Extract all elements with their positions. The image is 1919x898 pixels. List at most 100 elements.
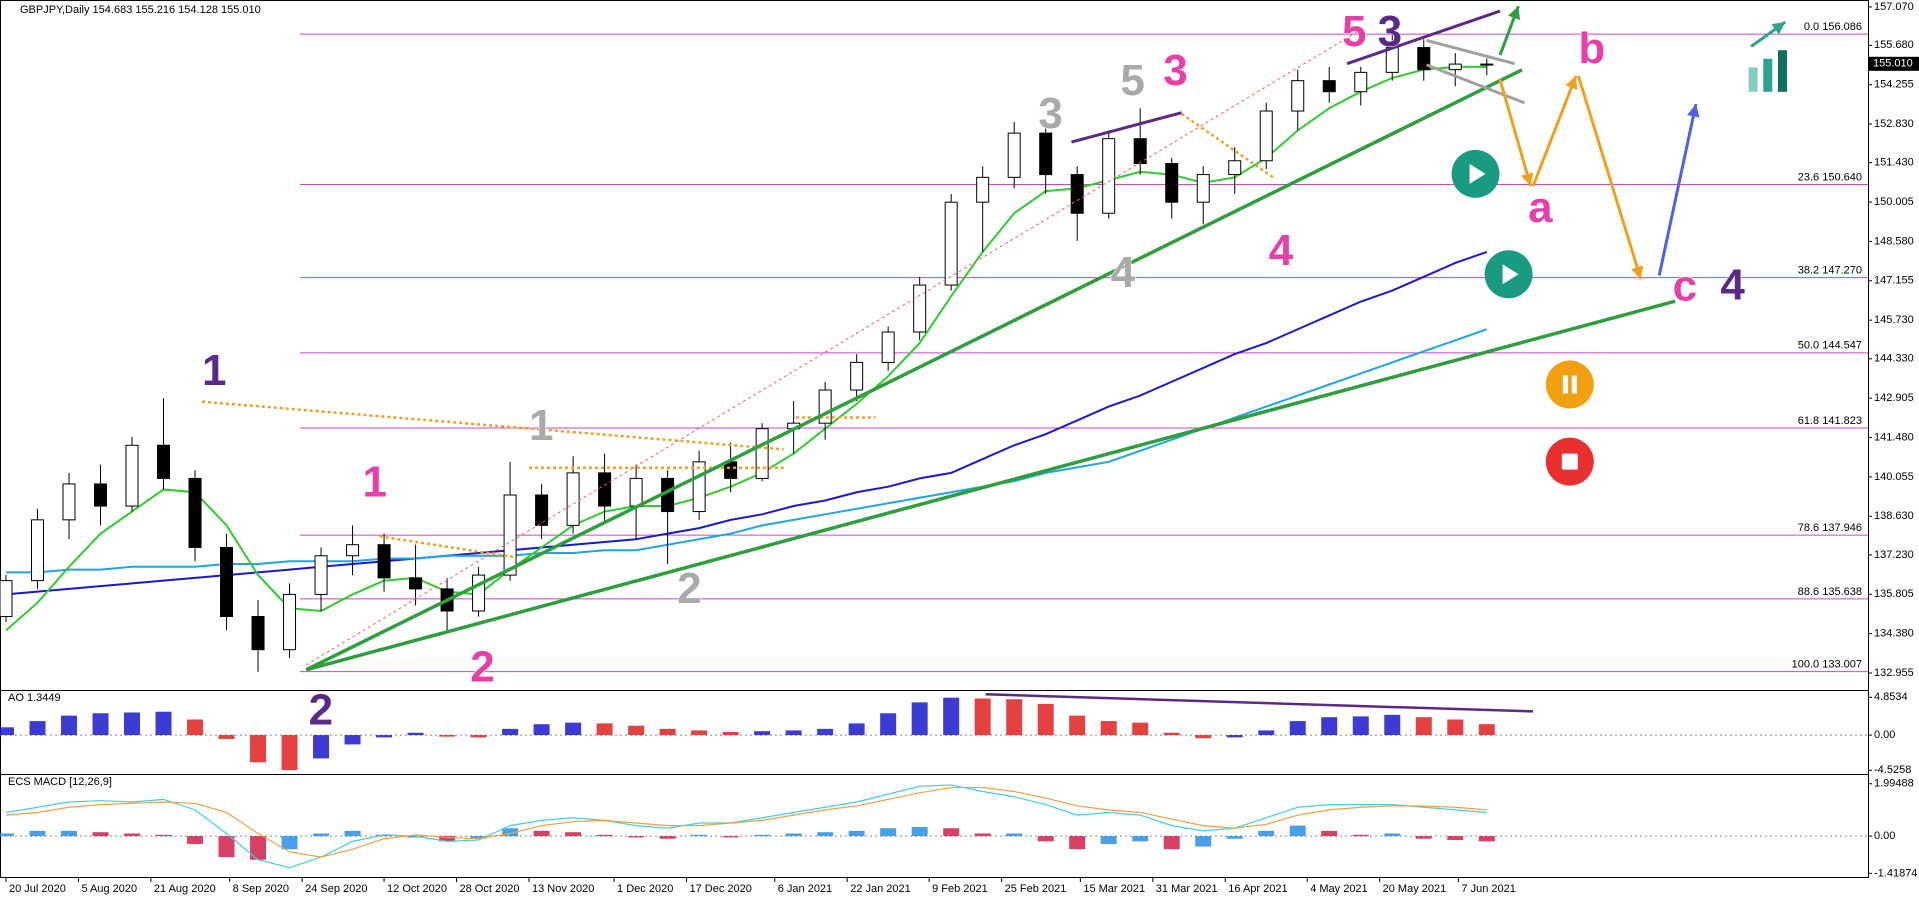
fib-label: 61.8 141.823	[1798, 415, 1862, 427]
histogram-bar	[470, 735, 487, 738]
y-tick-label: 138.630	[1874, 510, 1914, 522]
trend-line	[305, 299, 1676, 672]
candle-body	[1165, 163, 1179, 203]
histogram-bar	[344, 735, 361, 745]
histogram-bar	[1321, 830, 1338, 837]
histogram-bar	[1415, 717, 1432, 736]
arrow-path	[1657, 103, 1698, 276]
y-tick-label: 144.330	[1874, 353, 1914, 365]
fib-label: 50.0 144.547	[1798, 340, 1862, 352]
trend-line	[305, 30, 1360, 666]
histogram-bar	[943, 828, 960, 837]
candle-body	[692, 461, 706, 513]
histogram-bar	[470, 836, 487, 839]
candle-body	[188, 477, 202, 548]
y-tick-label: 0.00	[1874, 729, 1895, 741]
moving-average	[5, 328, 1488, 574]
candle-body	[881, 331, 895, 363]
histogram-bar	[1100, 721, 1117, 736]
histogram-bar	[376, 735, 393, 738]
y-tick-label: 140.055	[1874, 471, 1914, 483]
candle-body	[913, 284, 927, 333]
histogram-bar	[1006, 699, 1023, 736]
candle-body	[157, 444, 171, 479]
y-tick-label: 154.255	[1874, 79, 1914, 91]
bars-icon	[1763, 58, 1773, 92]
bars-icon	[1748, 67, 1758, 92]
candle-body	[1228, 160, 1242, 176]
candle-body	[944, 201, 958, 286]
y-tick-label: 0.00	[1874, 830, 1895, 842]
histogram-bar	[1226, 735, 1243, 738]
trend-line	[305, 68, 1523, 672]
candle-body	[1102, 138, 1116, 214]
candle-body	[1007, 132, 1021, 178]
candle-body	[220, 546, 234, 618]
histogram-bar	[1132, 836, 1149, 842]
wave-label: 3	[1038, 89, 1062, 138]
candle-body	[94, 483, 108, 507]
y-tick-label: -4.5258	[1874, 764, 1911, 776]
y-tick-label: 1.99488	[1874, 778, 1914, 790]
histogram-bar	[124, 712, 141, 736]
moving-average	[5, 250, 1488, 596]
arrow-head	[1521, 172, 1534, 187]
last-price-label: 155.010	[1873, 58, 1913, 70]
histogram-bar	[785, 730, 802, 736]
histogram-bar	[92, 832, 109, 837]
histogram-bar	[1384, 833, 1401, 837]
macd-line	[5, 784, 1487, 869]
y-tick-label: 147.155	[1874, 275, 1914, 287]
histogram-bar	[439, 836, 456, 842]
x-tick-label: 28 Oct 2020	[460, 883, 520, 895]
histogram-bar	[60, 830, 77, 837]
candle-body	[377, 544, 391, 579]
candle-body	[30, 519, 44, 582]
x-tick-label: 5 Aug 2020	[81, 883, 137, 895]
x-tick-label: 24 Sep 2020	[305, 883, 367, 895]
arrow-path	[1576, 75, 1643, 280]
signal-icon	[1545, 360, 1594, 409]
histogram-bar	[1069, 715, 1086, 736]
histogram-bar	[533, 724, 550, 736]
x-tick-label: 8 Sep 2020	[233, 883, 289, 895]
candle-body	[755, 428, 769, 479]
histogram-bar	[691, 730, 708, 736]
candle-body	[1354, 71, 1368, 93]
histogram-bar	[155, 711, 172, 736]
y-tick-label: -1.41874	[1874, 867, 1917, 879]
y-tick-label: 134.380	[1874, 628, 1914, 640]
candle-body	[1448, 63, 1462, 71]
histogram-bar	[313, 735, 330, 759]
histogram-bar	[1226, 836, 1243, 839]
y-tick-label: 137.230	[1874, 549, 1914, 561]
candle-body	[850, 361, 864, 391]
pause-glyph	[1562, 375, 1568, 394]
wave-label: 2	[677, 564, 701, 613]
candle-body	[566, 472, 580, 526]
histogram-bar	[754, 731, 771, 736]
candle-body	[1133, 138, 1147, 165]
candle-body	[1480, 63, 1494, 66]
chart-header: GBPJPY,Daily 154.683 155.216 154.128 155…	[20, 4, 261, 16]
x-tick-label: 16 Apr 2021	[1228, 883, 1287, 895]
histogram-bar	[1195, 836, 1212, 847]
histogram-bar	[1289, 721, 1306, 736]
arrow-head	[1631, 265, 1644, 280]
histogram-bar	[848, 723, 865, 736]
histogram-bar	[1478, 836, 1495, 842]
histogram-bar	[754, 834, 771, 837]
histogram-bar	[1321, 717, 1338, 736]
wave-label: 5	[1342, 7, 1366, 56]
fib-label: 0.0 156.086	[1804, 21, 1862, 33]
y-tick-label: 141.480	[1874, 431, 1914, 443]
wave-label: 4	[1111, 248, 1136, 297]
histogram-bar	[722, 731, 739, 736]
histogram-bar	[1163, 732, 1180, 736]
histogram-bar	[407, 836, 424, 838]
candle-body	[62, 483, 76, 521]
y-tick-label: 4.8534	[1874, 691, 1908, 703]
candle-body	[629, 477, 643, 507]
histogram-bar	[596, 723, 613, 736]
